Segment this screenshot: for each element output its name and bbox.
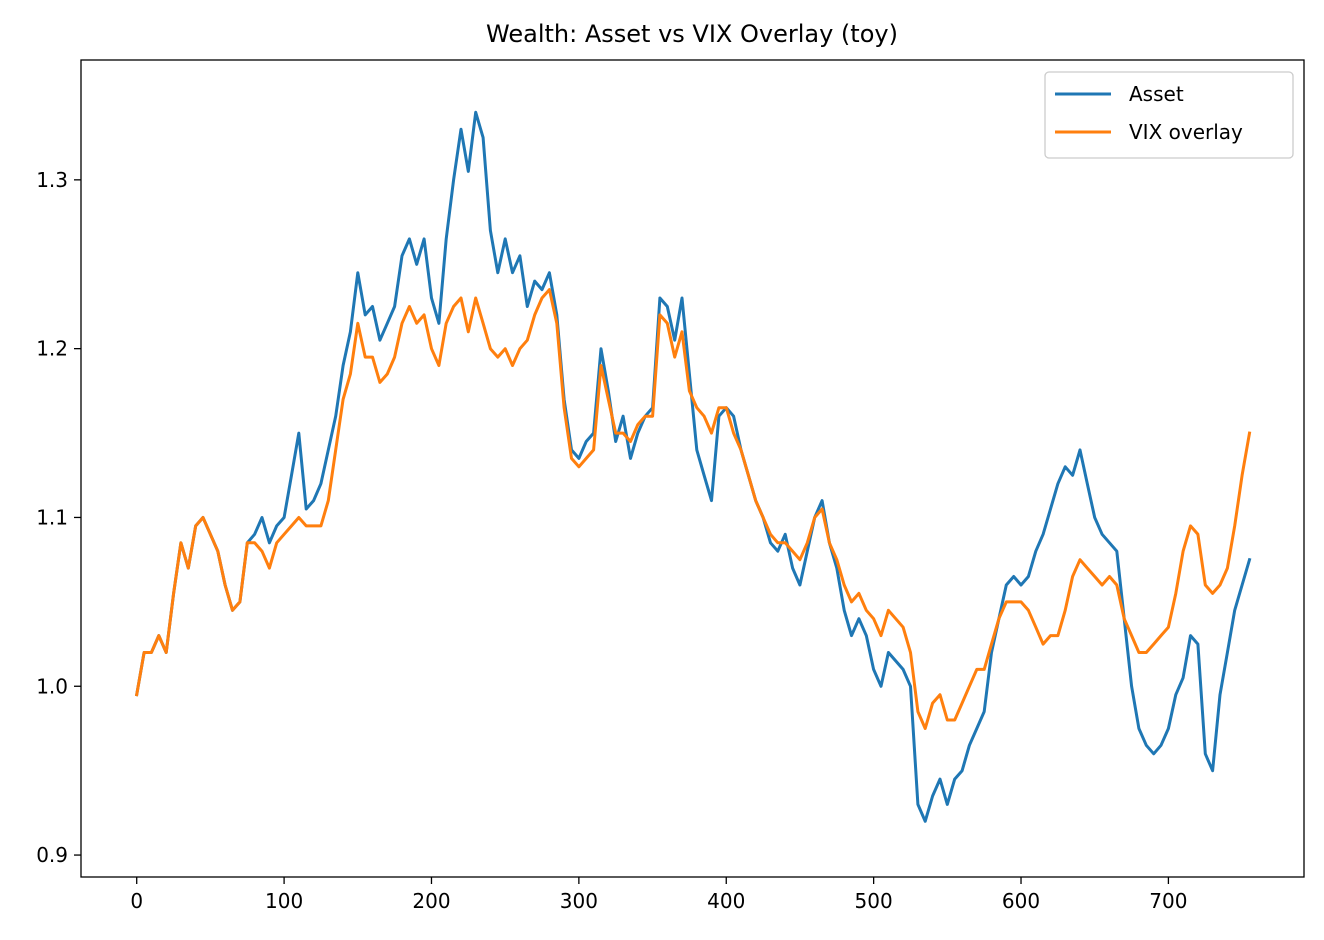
y-tick-label: 0.9 bbox=[36, 843, 68, 867]
legend-label-1: VIX overlay bbox=[1129, 120, 1243, 144]
plot-lines bbox=[134, 110, 1252, 823]
x-tick-label: 600 bbox=[1002, 889, 1040, 913]
x-tick-label: 200 bbox=[412, 889, 450, 913]
x-tick-label: 700 bbox=[1149, 889, 1187, 913]
plot-frame bbox=[80, 59, 1305, 878]
x-tick-label: 100 bbox=[265, 889, 303, 913]
y-tick-label: 1.0 bbox=[36, 674, 68, 698]
chart-title: Wealth: Asset vs VIX Overlay (toy) bbox=[486, 20, 898, 48]
y-axis: 0.9 1.0 1.1 1.2 1.3 bbox=[36, 168, 81, 867]
x-axis: 0 100 200 300 400 500 600 700 bbox=[130, 877, 1187, 913]
series-line-1 bbox=[134, 288, 1252, 730]
x-tick-label: 500 bbox=[855, 889, 893, 913]
y-tick-label: 1.3 bbox=[36, 168, 68, 192]
x-tick-label: 0 bbox=[130, 889, 143, 913]
x-tick-label: 300 bbox=[560, 889, 598, 913]
y-tick-label: 1.2 bbox=[36, 337, 68, 361]
legend-label-0: Asset bbox=[1129, 82, 1184, 106]
legend: Asset VIX overlay bbox=[1044, 71, 1294, 159]
x-tick-label: 400 bbox=[707, 889, 745, 913]
y-tick-label: 1.1 bbox=[36, 505, 68, 529]
series-line-0 bbox=[134, 110, 1252, 823]
